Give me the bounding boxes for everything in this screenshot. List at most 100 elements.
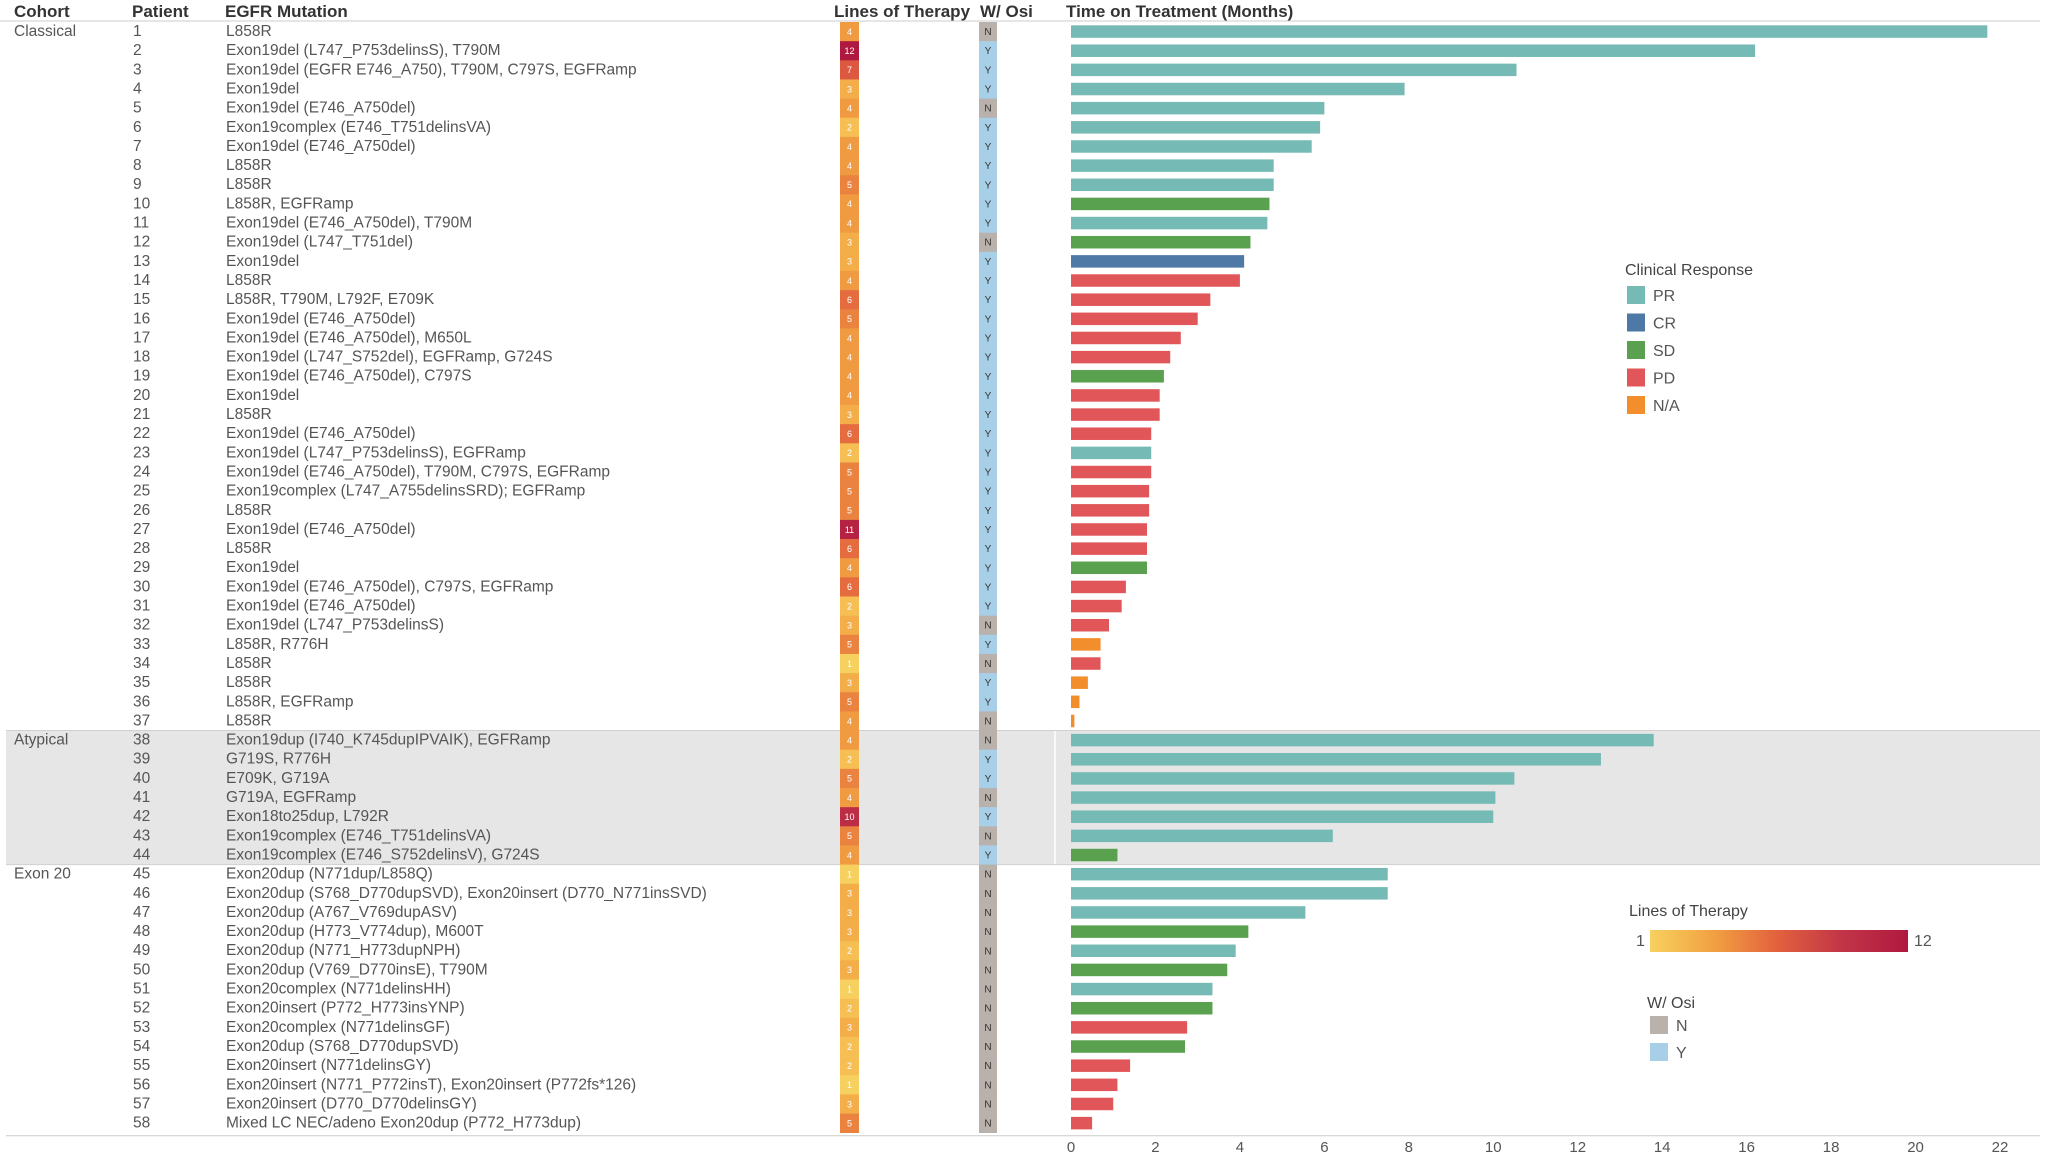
patient-id: 29 — [133, 559, 150, 576]
table-row: 57 Exon20insert (D770_D770delinsGY) 3 N — [133, 1094, 1114, 1114]
patient-id: 42 — [133, 808, 150, 825]
osi-cell — [979, 998, 997, 1019]
osi-cell — [979, 462, 997, 482]
osi-value: Y — [985, 391, 992, 402]
table-row: 34 L858R 1 N — [133, 653, 1101, 674]
osi-value: N — [984, 965, 991, 976]
lines-value: 5 — [847, 180, 852, 190]
patient-id: 46 — [133, 885, 150, 902]
mutation-label: Exon19complex (E746_T751delinsVA) — [226, 827, 491, 844]
osi-cell — [979, 768, 997, 789]
mutation-label: Exon19del (E746_A750del), C797S — [226, 368, 472, 385]
treatment-bar — [1071, 293, 1211, 306]
osi-value: Y — [985, 295, 992, 306]
treatment-bar — [1071, 235, 1251, 249]
lines-cell — [840, 864, 859, 885]
lines-cell — [840, 673, 859, 693]
patient-id: 47 — [133, 904, 150, 921]
lines-value: 1 — [847, 869, 852, 879]
header-egfr-mutation: EGFR Mutation — [225, 2, 348, 21]
patient-id: 17 — [133, 329, 150, 346]
lines-value: 4 — [847, 793, 852, 803]
table-row: 44 Exon19complex (E746_S752delinsV), G724… — [133, 845, 1118, 865]
osi-cell — [979, 347, 997, 367]
osi-value: Y — [985, 46, 992, 57]
patient-id: 8 — [133, 157, 142, 174]
osi-cell — [979, 424, 997, 444]
mutation-label: Exon20dup (S768_D770dupSVD), Exon20inser… — [226, 885, 707, 902]
lines-cell — [840, 634, 859, 655]
treatment-bar — [1071, 63, 1517, 77]
treatment-bar — [1071, 1097, 1114, 1111]
x-tick-label: 4 — [1236, 1139, 1244, 1156]
lines-value: 6 — [847, 544, 852, 554]
osi-value: Y — [985, 582, 992, 593]
lines-cell — [840, 290, 859, 310]
lines-value: 5 — [847, 774, 852, 784]
mutation-label: Exon18to25dup, L792R — [226, 808, 389, 825]
mutation-label: L858R — [226, 540, 272, 557]
lines-cell — [840, 615, 859, 636]
lines-cell — [840, 309, 859, 329]
mutation-label: Exon19del (L747_P753delinsS), T790M — [226, 42, 501, 59]
patient-id: 26 — [133, 502, 150, 519]
lines-value: 4 — [847, 103, 852, 113]
mutation-label: Exon20dup (V769_D770insE), T790M — [226, 961, 488, 978]
lines-cell — [840, 136, 859, 157]
patient-id: 43 — [133, 827, 150, 844]
lines-color-ramp — [1650, 930, 1908, 952]
lines-cell — [840, 577, 859, 597]
mutation-label: Exon19del (E746_A750del) — [226, 521, 416, 538]
osi-value: N — [984, 927, 991, 938]
patient-id: 33 — [133, 636, 150, 653]
lines-cell — [840, 117, 859, 138]
legend-swatch-pd — [1627, 368, 1645, 387]
lines-value: 4 — [847, 199, 852, 209]
mutation-label: Exon19complex (E746_S752delinsV), G724S — [226, 846, 540, 863]
osi-value: N — [984, 1099, 991, 1110]
legend-swatch-pr — [1627, 286, 1645, 304]
table-row: 49 Exon20dup (N771_H773dupNPH) 2 N — [133, 941, 1236, 961]
osi-value: Y — [985, 429, 992, 440]
osi-cell — [979, 98, 997, 119]
treatment-bar — [1071, 274, 1240, 287]
osi-value: Y — [985, 257, 992, 268]
lines-cell — [840, 1113, 859, 1133]
lines-value: 3 — [847, 1099, 852, 1109]
osi-value: N — [984, 1119, 991, 1130]
osi-value: Y — [985, 697, 992, 708]
lines-max-label: 12 — [1914, 933, 1932, 950]
header-with-osimertinib: W/ Osi — [980, 2, 1033, 21]
osi-cell — [979, 653, 997, 674]
table-row: 56 Exon20insert (N771_P772insT), Exon20in… — [133, 1075, 1118, 1095]
osi-value: N — [984, 870, 991, 881]
lines-value: 6 — [847, 429, 852, 439]
osi-cell — [979, 290, 997, 310]
osi-cell — [979, 1094, 997, 1114]
osi-value: Y — [985, 812, 992, 823]
mutation-label: Exon19del (L747_P753delinsS), EGFRamp — [226, 444, 526, 461]
table-row: 30 Exon19del (E746_A750del), C797S, EGFRa… — [133, 577, 1126, 597]
treatment-bar — [1071, 599, 1122, 613]
mutation-label: E709K, G719A — [226, 770, 330, 787]
lines-cell — [840, 998, 859, 1019]
mutation-label: L858R — [226, 406, 272, 423]
lines-value: 5 — [847, 506, 852, 516]
patient-id: 35 — [133, 674, 150, 691]
table-row: 40 E709K, G719A 5 Y — [133, 768, 1515, 789]
table-row: 51 Exon20complex (N771delinsHH) 1 N — [133, 979, 1213, 999]
treatment-bar — [1071, 25, 1988, 38]
header-time-on-treatment: Time on Treatment (Months) — [1066, 2, 1293, 21]
table-row: 58 Mixed LC NEC/adeno Exon20dup (P772_H77… — [133, 1113, 1093, 1133]
patient-id: 23 — [133, 444, 150, 461]
table-row: 28 L858R 6 Y — [133, 539, 1148, 559]
lines-value: 5 — [847, 1118, 852, 1128]
treatment-bar — [1071, 561, 1148, 575]
lines-cell — [840, 1094, 859, 1114]
lines-cell — [840, 768, 859, 789]
lines-cell — [840, 98, 859, 119]
x-tick-label: 0 — [1067, 1139, 1075, 1156]
lines-cell — [840, 366, 859, 387]
treatment-bar — [1071, 255, 1245, 268]
treatment-bar — [1071, 580, 1126, 594]
